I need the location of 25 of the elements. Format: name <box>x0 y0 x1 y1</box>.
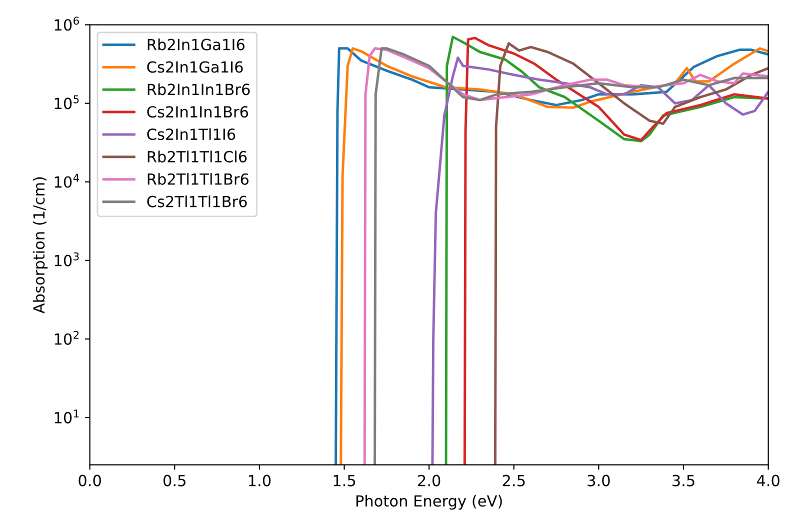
y-tick-label: 10$^{6}$ <box>54 16 79 31</box>
x-tick-label: 2.0 <box>418 474 440 486</box>
x-tick-label: 0.5 <box>164 474 186 486</box>
x-tick-label: 0.0 <box>78 474 101 486</box>
legend-label: Cs2In1Tl1I6 <box>147 128 236 140</box>
legend-label: Cs2In1Ga1I6 <box>147 61 243 73</box>
y-tick-label: 10$^{2}$ <box>54 330 79 345</box>
legend-label: Cs2Tl1Tl1Br6 <box>147 195 247 208</box>
x-tick-label: 2.5 <box>502 474 525 486</box>
x-tick-label: 4.0 <box>756 474 780 486</box>
x-tick-label: 3.0 <box>588 474 610 486</box>
x-axis-title: Photon Energy (eV) <box>356 494 502 510</box>
x-tick-label: 1.5 <box>334 475 356 486</box>
y-axis-title: Absorption (1/cm) <box>32 177 48 314</box>
legend-label: Rb2Tl1Tl1Cl6 <box>148 150 247 162</box>
y-tick-label: 10$^{1}$ <box>54 410 79 424</box>
x-tick-label: 3.5 <box>672 474 694 486</box>
x-tick-label: 1.0 <box>248 474 271 486</box>
legend-label: Rb2Tl1Tl1Br6 <box>148 173 249 185</box>
legend-label: Cs2In1In1Br6 <box>147 106 248 118</box>
legend-label: Rb2In1In1Br6 <box>148 83 250 96</box>
y-tick-label: 10$^{5}$ <box>54 95 79 110</box>
y-tick-label: 10$^{4}$ <box>54 174 80 188</box>
y-tick-label: 10$^{3}$ <box>54 252 79 266</box>
legend-label: Rb2In1Ga1I6 <box>148 38 244 50</box>
